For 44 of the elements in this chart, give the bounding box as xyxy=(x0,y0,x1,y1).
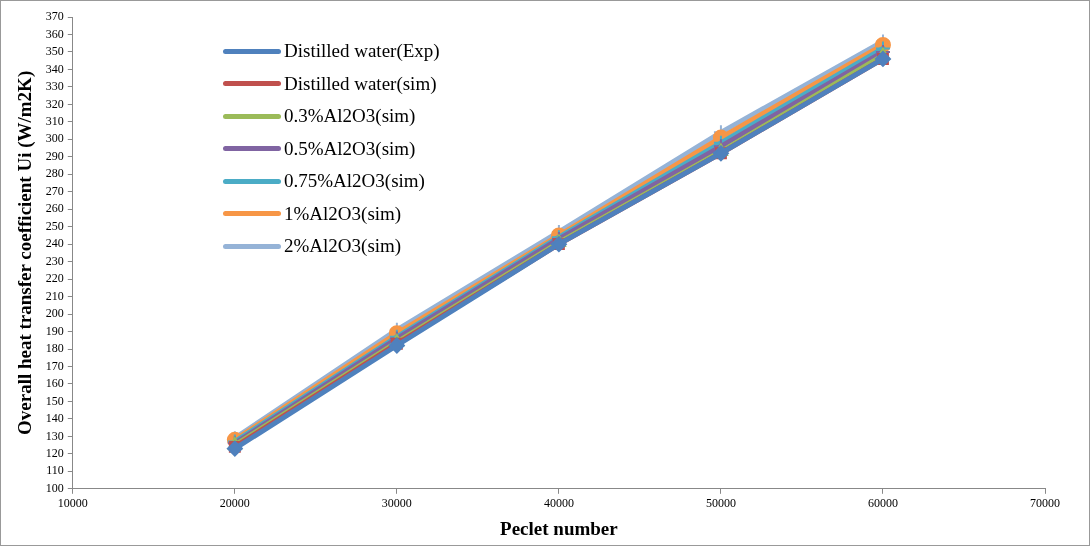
x-tick-label: 70000 xyxy=(1030,496,1060,511)
x-tick-label: 50000 xyxy=(705,496,736,511)
y-tick-label: 100 xyxy=(45,480,64,495)
y-tick-label: 280 xyxy=(45,166,64,181)
y-tick-label: 260 xyxy=(45,201,64,216)
legend-label: 0.5%Al2O3(sim) xyxy=(284,137,416,160)
y-tick-label: 240 xyxy=(45,236,64,251)
y-tick-label: 330 xyxy=(45,79,64,94)
y-tick-label: 300 xyxy=(45,131,64,146)
legend-label: 0.3%Al2O3(sim) xyxy=(284,105,416,128)
y-tick-label: 230 xyxy=(45,253,64,268)
x-axis-title: Peclet number xyxy=(500,517,619,539)
legend-label: Distilled water(sim) xyxy=(284,72,437,95)
x-tick-label: 60000 xyxy=(867,496,898,511)
x-tick-label: 20000 xyxy=(219,496,250,511)
y-tick-label: 200 xyxy=(45,306,64,321)
y-tick-label: 140 xyxy=(45,411,64,426)
y-axis-title: Overall heat transfer coefficient Ui (W/m2K) xyxy=(14,70,37,436)
y-tick-label: 220 xyxy=(45,271,64,286)
y-tick-label: 340 xyxy=(45,61,64,76)
y-tick-label: 180 xyxy=(45,341,64,356)
y-tick-label: 360 xyxy=(45,26,64,41)
y-tick-label: 370 xyxy=(45,9,64,24)
legend-label: 0.75%Al2O3(sim) xyxy=(284,170,425,193)
legend-label: 2%Al2O3(sim) xyxy=(284,235,402,258)
y-tick-label: 120 xyxy=(45,446,64,461)
x-tick-label: 10000 xyxy=(57,496,88,511)
legend-label: 1%Al2O3(sim) xyxy=(284,202,402,225)
x-tick-label: 30000 xyxy=(381,496,412,511)
y-tick-label: 250 xyxy=(45,218,64,233)
y-tick-label: 190 xyxy=(45,323,64,338)
y-tick-label: 210 xyxy=(45,288,64,303)
y-tick-label: 150 xyxy=(45,393,64,408)
y-tick-label: 160 xyxy=(45,376,64,391)
y-tick-label: 110 xyxy=(46,463,64,478)
y-tick-label: 350 xyxy=(45,44,64,59)
y-tick-label: 310 xyxy=(45,114,64,128)
y-tick-label: 130 xyxy=(45,428,64,443)
legend-label: Distilled water(Exp) xyxy=(284,40,440,63)
y-tick-label: 290 xyxy=(45,148,64,163)
y-tick-label: 170 xyxy=(45,358,64,373)
x-tick-label: 40000 xyxy=(543,496,574,511)
y-tick-label: 270 xyxy=(45,183,64,198)
y-tick-label: 320 xyxy=(45,96,64,111)
